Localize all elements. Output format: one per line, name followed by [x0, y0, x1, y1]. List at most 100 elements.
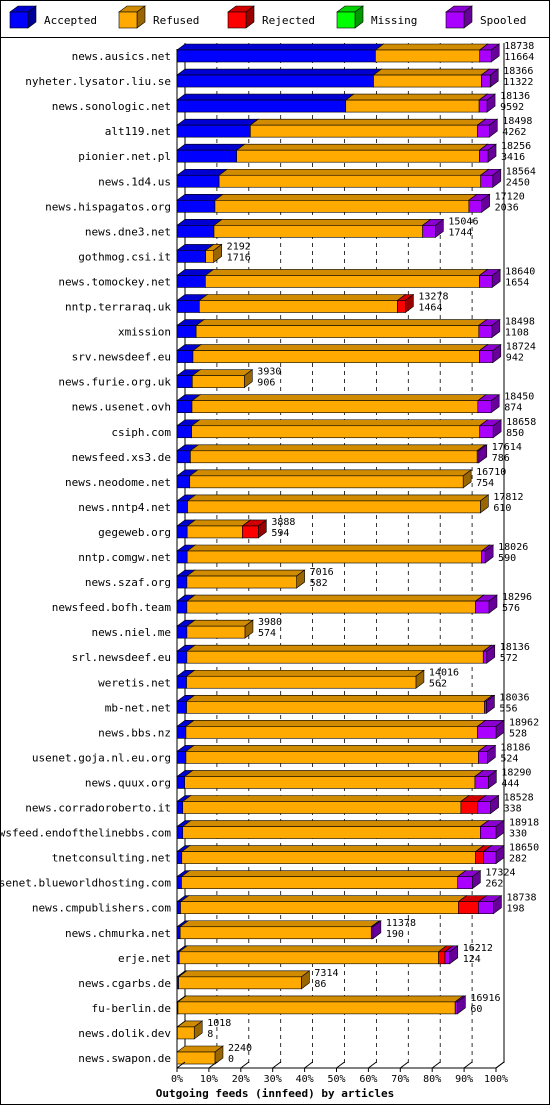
row-accepted-label: 590: [498, 553, 516, 564]
bar-segment-accepted: [177, 144, 245, 162]
row-total-label: 18256: [501, 141, 531, 152]
bar-segment-refused: [237, 144, 488, 162]
row-total-label: 3980: [258, 617, 282, 628]
row-accepted-label: 0: [228, 1054, 234, 1065]
row-total-label: 16212: [463, 943, 493, 954]
row-label: news.dne3.net: [85, 225, 171, 238]
row-label: mb-net.net: [105, 701, 171, 714]
row-accepted-label: 754: [476, 478, 494, 489]
row-label: usenet.blueworldhosting.com: [0, 877, 171, 890]
row-total-label: 15046: [448, 216, 478, 227]
row-total-label: 18640: [505, 266, 535, 277]
bar-segment-refused: [215, 194, 477, 212]
bar-segment-refused: [187, 645, 491, 663]
bar-segment-spooled: [477, 720, 504, 738]
row-accepted-label: 850: [506, 428, 524, 439]
bar-segment-refused: [192, 370, 252, 388]
row-total-label: 18136: [500, 642, 530, 653]
row-label: news.bbs.nz: [98, 726, 171, 739]
legend-swatch-missing: [337, 6, 363, 28]
bar-segment-refused: [190, 470, 471, 488]
legend-label-spooled: Spooled: [480, 14, 526, 27]
bar-segment-refused: [182, 846, 484, 864]
row-accepted-label: 874: [504, 403, 522, 414]
row-accepted-label: 11664: [504, 52, 534, 63]
legend-swatch-accepted: [10, 6, 36, 28]
row-label: news.chmurka.net: [65, 927, 171, 940]
row-accepted-label: 190: [386, 929, 404, 940]
row-accepted-label: 60: [470, 1004, 482, 1015]
row-total-label: 18650: [509, 843, 539, 854]
row-accepted-label: 556: [499, 703, 517, 714]
bar-segment-refused: [250, 119, 485, 137]
row-total-label: 2240: [228, 1043, 252, 1054]
x-tick-label: 80%: [423, 1074, 441, 1085]
bar-segment-refused: [214, 219, 431, 237]
row-label: news.cmpublishers.com: [32, 902, 171, 915]
row-accepted-label: 610: [493, 503, 511, 514]
bar-segment-refused: [180, 921, 379, 939]
legend-swatch-rejected: [228, 6, 254, 28]
row-accepted-label: 11322: [503, 77, 533, 88]
bar-segment-refused: [187, 695, 493, 713]
row-accepted-label: 528: [509, 728, 527, 739]
row-label: news.hispagatos.org: [45, 200, 171, 213]
row-accepted-label: 330: [509, 829, 527, 840]
row-label: news.usenet.ovh: [72, 401, 171, 414]
row-accepted-label: 9592: [500, 102, 524, 113]
row-label: newsfeed.endofthelinebbs.com: [0, 827, 171, 840]
row-total-label: 18450: [504, 392, 534, 403]
row-total-label: 18528: [504, 793, 534, 804]
bar-segment-refused: [177, 1046, 223, 1064]
row-total-label: 18498: [502, 116, 532, 127]
row-total-label: 18036: [499, 692, 529, 703]
row-total-label: 18136: [500, 91, 530, 102]
row-accepted-label: 3416: [501, 152, 525, 163]
row-accepted-label: 1716: [227, 252, 251, 263]
row-total-label: 18738: [504, 41, 534, 52]
x-tick-label: 100%: [484, 1074, 508, 1085]
row-total-label: 18564: [506, 166, 536, 177]
row-total-label: 17812: [493, 492, 523, 503]
row-total-label: 14016: [429, 667, 459, 678]
row-accepted-label: 124: [463, 954, 481, 965]
row-label: news.sonologic.net: [52, 100, 171, 113]
bar-segment-refused: [187, 570, 305, 588]
bar-segment-refused: [187, 595, 484, 613]
row-total-label: 18962: [509, 717, 539, 728]
bar-segment-accepted: [177, 94, 354, 112]
row-label: news.corradoroberto.it: [25, 802, 171, 815]
row-accepted-label: 1108: [505, 328, 529, 339]
x-axis-label: Outgoing feeds (innfeed) by articles: [156, 1087, 394, 1100]
bar-segment-accepted: [177, 69, 382, 87]
bar-segment-refused: [179, 971, 310, 989]
row-total-label: 18366: [503, 66, 533, 77]
row-total-label: 7314: [314, 968, 338, 979]
legend-label-accepted: Accepted: [44, 14, 97, 27]
bar-segment-accepted: [177, 44, 383, 62]
row-label: news.quux.org: [85, 776, 171, 789]
x-tick-label: 90%: [455, 1074, 473, 1085]
row-label: gegeweb.org: [98, 526, 171, 539]
legend-swatch-refused: [119, 6, 145, 28]
row-accepted-label: 572: [500, 653, 518, 664]
bar-segment-refused: [178, 996, 463, 1014]
row-label: nyheter.lysator.liu.se: [25, 75, 171, 88]
legend-swatch-spooled: [446, 6, 472, 28]
bar-segment-refused: [205, 269, 487, 287]
bar-segment-refused: [183, 796, 469, 814]
row-accepted-label: 86: [314, 979, 326, 990]
row-total-label: 2192: [227, 241, 251, 252]
row-label: gothmog.csi.it: [78, 250, 171, 263]
row-total-label: 18918: [509, 818, 539, 829]
row-total-label: 18186: [500, 742, 530, 753]
row-label: csiph.com: [111, 426, 171, 439]
row-label: nntp.comgw.net: [78, 551, 171, 564]
row-accepted-label: 786: [492, 453, 510, 464]
bar-segment-refused: [186, 720, 486, 738]
bar-segment-refused: [185, 770, 483, 788]
row-label: news.szaf.org: [85, 576, 171, 589]
x-tick-label: 10%: [200, 1074, 218, 1085]
row-total-label: 18724: [506, 342, 536, 353]
